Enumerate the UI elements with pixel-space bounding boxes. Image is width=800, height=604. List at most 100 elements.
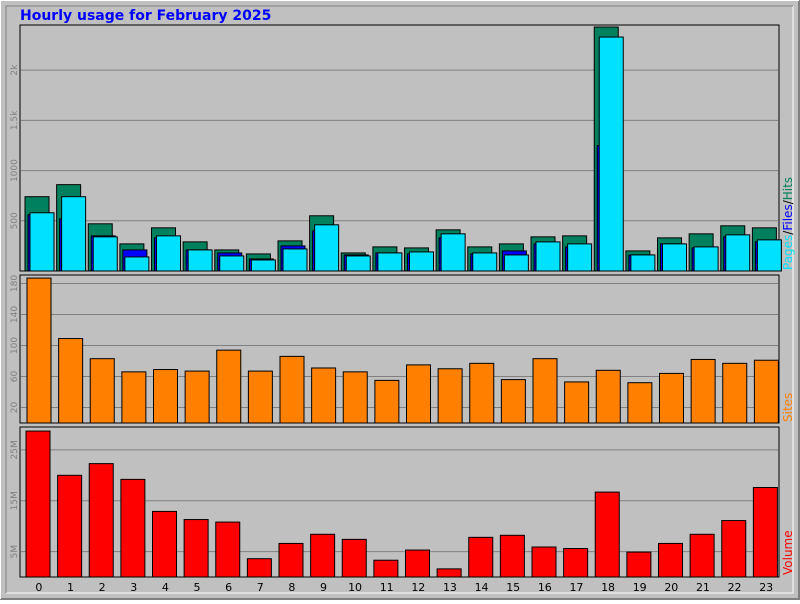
sites-bar [279, 355, 305, 424]
volume-bar [405, 549, 430, 578]
pages-bar [440, 233, 466, 272]
hour-axis-labels: 0 1 2 3 4 5 6 7 8 9 10 11 12 13 14 15 16 17 18 19 20 21 22 23 [35, 581, 773, 594]
hour-label: 19 [633, 581, 647, 594]
hits-panel: 500 1000 1.5k 2k [10, 24, 782, 272]
hour-label: 13 [443, 581, 457, 594]
pages-bar [250, 259, 276, 272]
sites-bar [311, 367, 337, 424]
hour-label: 21 [696, 581, 710, 594]
volume-panel: 5M 15M 25M [10, 426, 780, 578]
sites-bar [406, 364, 431, 424]
legend-hits: Hits [781, 177, 795, 200]
sites-bars [26, 277, 779, 424]
hour-label: 22 [728, 581, 742, 594]
y-tick-label: 2k [10, 64, 20, 76]
volume-tick-labels: 5M 15M 25M [10, 440, 20, 558]
pages-bar [598, 36, 624, 272]
y-tick-label: 60 [10, 371, 20, 383]
hour-label: 14 [475, 581, 489, 594]
volume-bar [594, 491, 620, 578]
hour-label: 11 [380, 581, 394, 594]
pages-bar [314, 224, 340, 272]
hour-label: 18 [601, 581, 615, 594]
legend-volume: Volume [781, 530, 795, 575]
hour-label: 6 [225, 581, 232, 594]
sites-bar [753, 359, 779, 424]
inner-border-shadow [5, 5, 793, 593]
pages-bar [535, 241, 561, 272]
sites-bar [627, 382, 653, 424]
sites-bar [342, 371, 368, 424]
y-tick-label: 25M [10, 440, 20, 459]
volume-bars [25, 430, 778, 578]
sites-bar [500, 379, 526, 424]
hits-legend: Pages/Files/Hits [781, 177, 795, 270]
sites-bar [437, 368, 463, 424]
pages-bar [377, 252, 403, 272]
pages-bar [503, 254, 529, 272]
sites-bar [247, 370, 273, 424]
y-tick-label: 100 [10, 337, 20, 354]
pages-bar [725, 234, 751, 272]
pages-bar [472, 252, 498, 272]
hits-tick-labels: 500 1000 1.5k 2k [10, 64, 20, 229]
y-tick-label: 1.5k [10, 110, 20, 130]
hour-label: 8 [288, 581, 295, 594]
y-tick-label: 140 [10, 306, 20, 323]
hits-gridlines [21, 69, 778, 222]
pages-bar [756, 239, 782, 272]
pages-bar [61, 196, 87, 272]
y-tick-label: 180 [10, 275, 20, 292]
y-tick-label: 1000 [10, 159, 20, 182]
hour-label: 5 [193, 581, 200, 594]
volume-bar [499, 534, 525, 578]
hour-label: 0 [35, 581, 42, 594]
volume-bar [373, 559, 399, 578]
hour-label: 7 [257, 581, 264, 594]
hour-label: 12 [411, 581, 425, 594]
hour-label: 9 [320, 581, 327, 594]
volume-bar [752, 487, 778, 578]
hour-label: 23 [759, 581, 773, 594]
sites-bar [26, 277, 52, 424]
pages-bar [29, 212, 55, 272]
volume-bar [626, 551, 652, 578]
hour-label: 1 [67, 581, 74, 594]
volume-bar [120, 478, 146, 578]
sites-bar [153, 369, 178, 424]
hour-label: 20 [664, 581, 678, 594]
volume-legend: Volume [781, 530, 795, 575]
pages-bar [345, 255, 371, 272]
volume-bar [658, 542, 683, 578]
pages-bar [693, 246, 719, 272]
volume-bar [25, 430, 51, 578]
svg-text:Pages/Files/Hits: Pages/Files/Hits [781, 177, 795, 270]
hour-label: 10 [348, 581, 362, 594]
volume-bar [689, 533, 715, 578]
legend-sites: Sites [781, 393, 795, 422]
pages-bar [92, 236, 118, 272]
sites-legend: Sites [781, 393, 795, 422]
sites-bar [58, 338, 84, 424]
pages-bar [156, 235, 181, 272]
sites-bar [659, 372, 684, 424]
legend-pages: Pages [781, 235, 795, 270]
volume-bar [563, 548, 589, 578]
pages-bar [567, 243, 593, 272]
pages-bar [282, 248, 308, 272]
hour-label: 16 [538, 581, 552, 594]
volume-gridlines [21, 449, 778, 553]
sites-tick-labels: 20 60 100 140 180 [10, 275, 20, 414]
legend-files: Files [781, 204, 795, 230]
volume-bar [215, 521, 241, 578]
sites-panel: 20 60 100 140 180 [10, 274, 780, 424]
y-tick-label: 15M [10, 491, 20, 510]
volume-bar [57, 474, 83, 578]
volume-bar [278, 542, 304, 578]
volume-bar [341, 538, 367, 578]
chart-title: Hourly usage for February 2025 [20, 8, 271, 24]
volume-bar [468, 536, 494, 578]
